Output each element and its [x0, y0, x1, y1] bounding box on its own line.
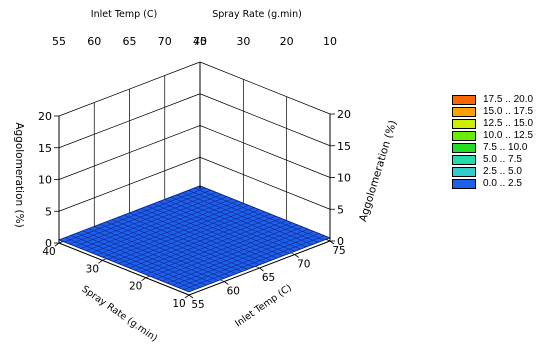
x-tick-bottom [224, 281, 229, 285]
x-tick-label-bottom: 70 [297, 259, 310, 271]
y-tick-bottom [184, 294, 190, 299]
grid-line-right-wall [199, 93, 331, 147]
z-tick-label-right: 5 [337, 203, 344, 216]
grid-line-right-wall [199, 61, 331, 115]
legend-swatch [452, 179, 476, 189]
x-tick-label-top: 60 [87, 35, 101, 48]
x-tick-label-bottom: 75 [332, 245, 345, 257]
legend-label: 0.0 .. 2.5 [483, 178, 522, 189]
legend-label: 15.0 .. 17.5 [483, 106, 534, 117]
surface-mesh-line [188, 190, 319, 243]
y-tick-bottom [54, 242, 60, 247]
x-tick-label-top: 75 [193, 35, 207, 48]
legend-swatch [452, 143, 476, 153]
x-tick-label-bottom: 55 [191, 299, 204, 311]
legend-item: 17.5 .. 20.0 [452, 94, 560, 106]
x-tick-bottom [259, 267, 264, 272]
y-tick-label-top: 30 [236, 35, 250, 48]
z-tick-label-right: 15 [337, 140, 351, 153]
legend-label: 10.0 .. 12.5 [483, 130, 534, 141]
y-tick-label-top: 40 [193, 35, 207, 48]
z-axis-title-left: Aggolomeration (%) [13, 122, 25, 227]
surface-mesh-line [75, 192, 217, 247]
surface-mesh-line [64, 187, 206, 243]
y-tick-bottom [98, 260, 103, 264]
legend-swatch [452, 131, 476, 141]
y-tick-label-bottom: 10 [172, 298, 185, 310]
legend-label: 7.5 .. 10.0 [483, 142, 528, 153]
surface-mesh-line [69, 189, 211, 245]
z-tick-label-left: 15 [38, 142, 52, 155]
y-tick-bottom [141, 277, 146, 281]
legend-item: 0.0 .. 2.5 [452, 178, 560, 190]
z-tick-label-left: 0 [45, 237, 52, 250]
y-tick-label-bottom: 30 [86, 263, 99, 275]
x-tick-label-top: 55 [52, 35, 66, 48]
grid-line-right-wall [199, 156, 331, 210]
z-tick-label-left: 5 [45, 205, 52, 218]
y-axis-title-top: Spray Rate (g.min) [212, 9, 302, 20]
x-tick-label-bottom: 65 [262, 272, 275, 284]
x-tick-bottom [294, 254, 299, 258]
z-tick-label-right: 10 [337, 172, 351, 185]
legend-swatch [452, 95, 476, 105]
legend-swatch [452, 155, 476, 165]
y-tick-label-top: 20 [280, 35, 294, 48]
y-axis-title-bottom: Spray Rate (g.min) [80, 284, 160, 344]
legend-swatch [452, 119, 476, 129]
surface [57, 185, 332, 293]
surface-mesh-line [182, 192, 313, 245]
y-tick-label-top: 10 [323, 35, 337, 48]
x-tick-bottom [188, 294, 194, 299]
z-tick-label-left: 20 [38, 110, 52, 123]
y-tick-label-bottom: 40 [42, 246, 55, 258]
x-axis-title-bottom: Inlet Temp (C) [233, 282, 294, 329]
x-tick-label-top: 70 [158, 35, 172, 48]
legend-label: 17.5 .. 20.0 [483, 94, 534, 105]
legend-item: 10.0 .. 12.5 [452, 130, 560, 142]
legend-swatch [452, 167, 476, 177]
legend-swatch [452, 107, 476, 117]
x-tick-bottom [329, 240, 335, 245]
z-axis-title-right: Aggolomeration (%) [357, 119, 399, 223]
grid-line-right-wall [199, 125, 331, 178]
legend-label: 2.5 .. 5.0 [483, 166, 522, 177]
legend-label: 12.5 .. 15.0 [483, 118, 534, 129]
x-tick-label-bottom: 60 [227, 286, 240, 298]
legend-item: 7.5 .. 10.0 [452, 142, 560, 154]
z-tick-label-right: 0 [337, 235, 344, 248]
legend-label: 5.0 .. 7.5 [483, 154, 522, 165]
surface-mesh-line [194, 187, 325, 241]
floor-edge-left [58, 242, 190, 296]
x-axis-title-top: Inlet Temp (C) [91, 9, 157, 20]
z-tick-label-left: 10 [38, 174, 52, 187]
legend-item: 5.0 .. 7.5 [452, 154, 560, 166]
x-tick-label-top: 65 [123, 35, 137, 48]
legend-item: 12.5 .. 15.0 [452, 118, 560, 130]
legend-item: 15.0 .. 17.5 [452, 106, 560, 118]
legend-item: 2.5 .. 5.0 [452, 166, 560, 178]
z-tick-label-right: 20 [337, 108, 351, 121]
surface-mesh-line [80, 194, 222, 249]
y-tick-label-bottom: 20 [129, 281, 142, 293]
